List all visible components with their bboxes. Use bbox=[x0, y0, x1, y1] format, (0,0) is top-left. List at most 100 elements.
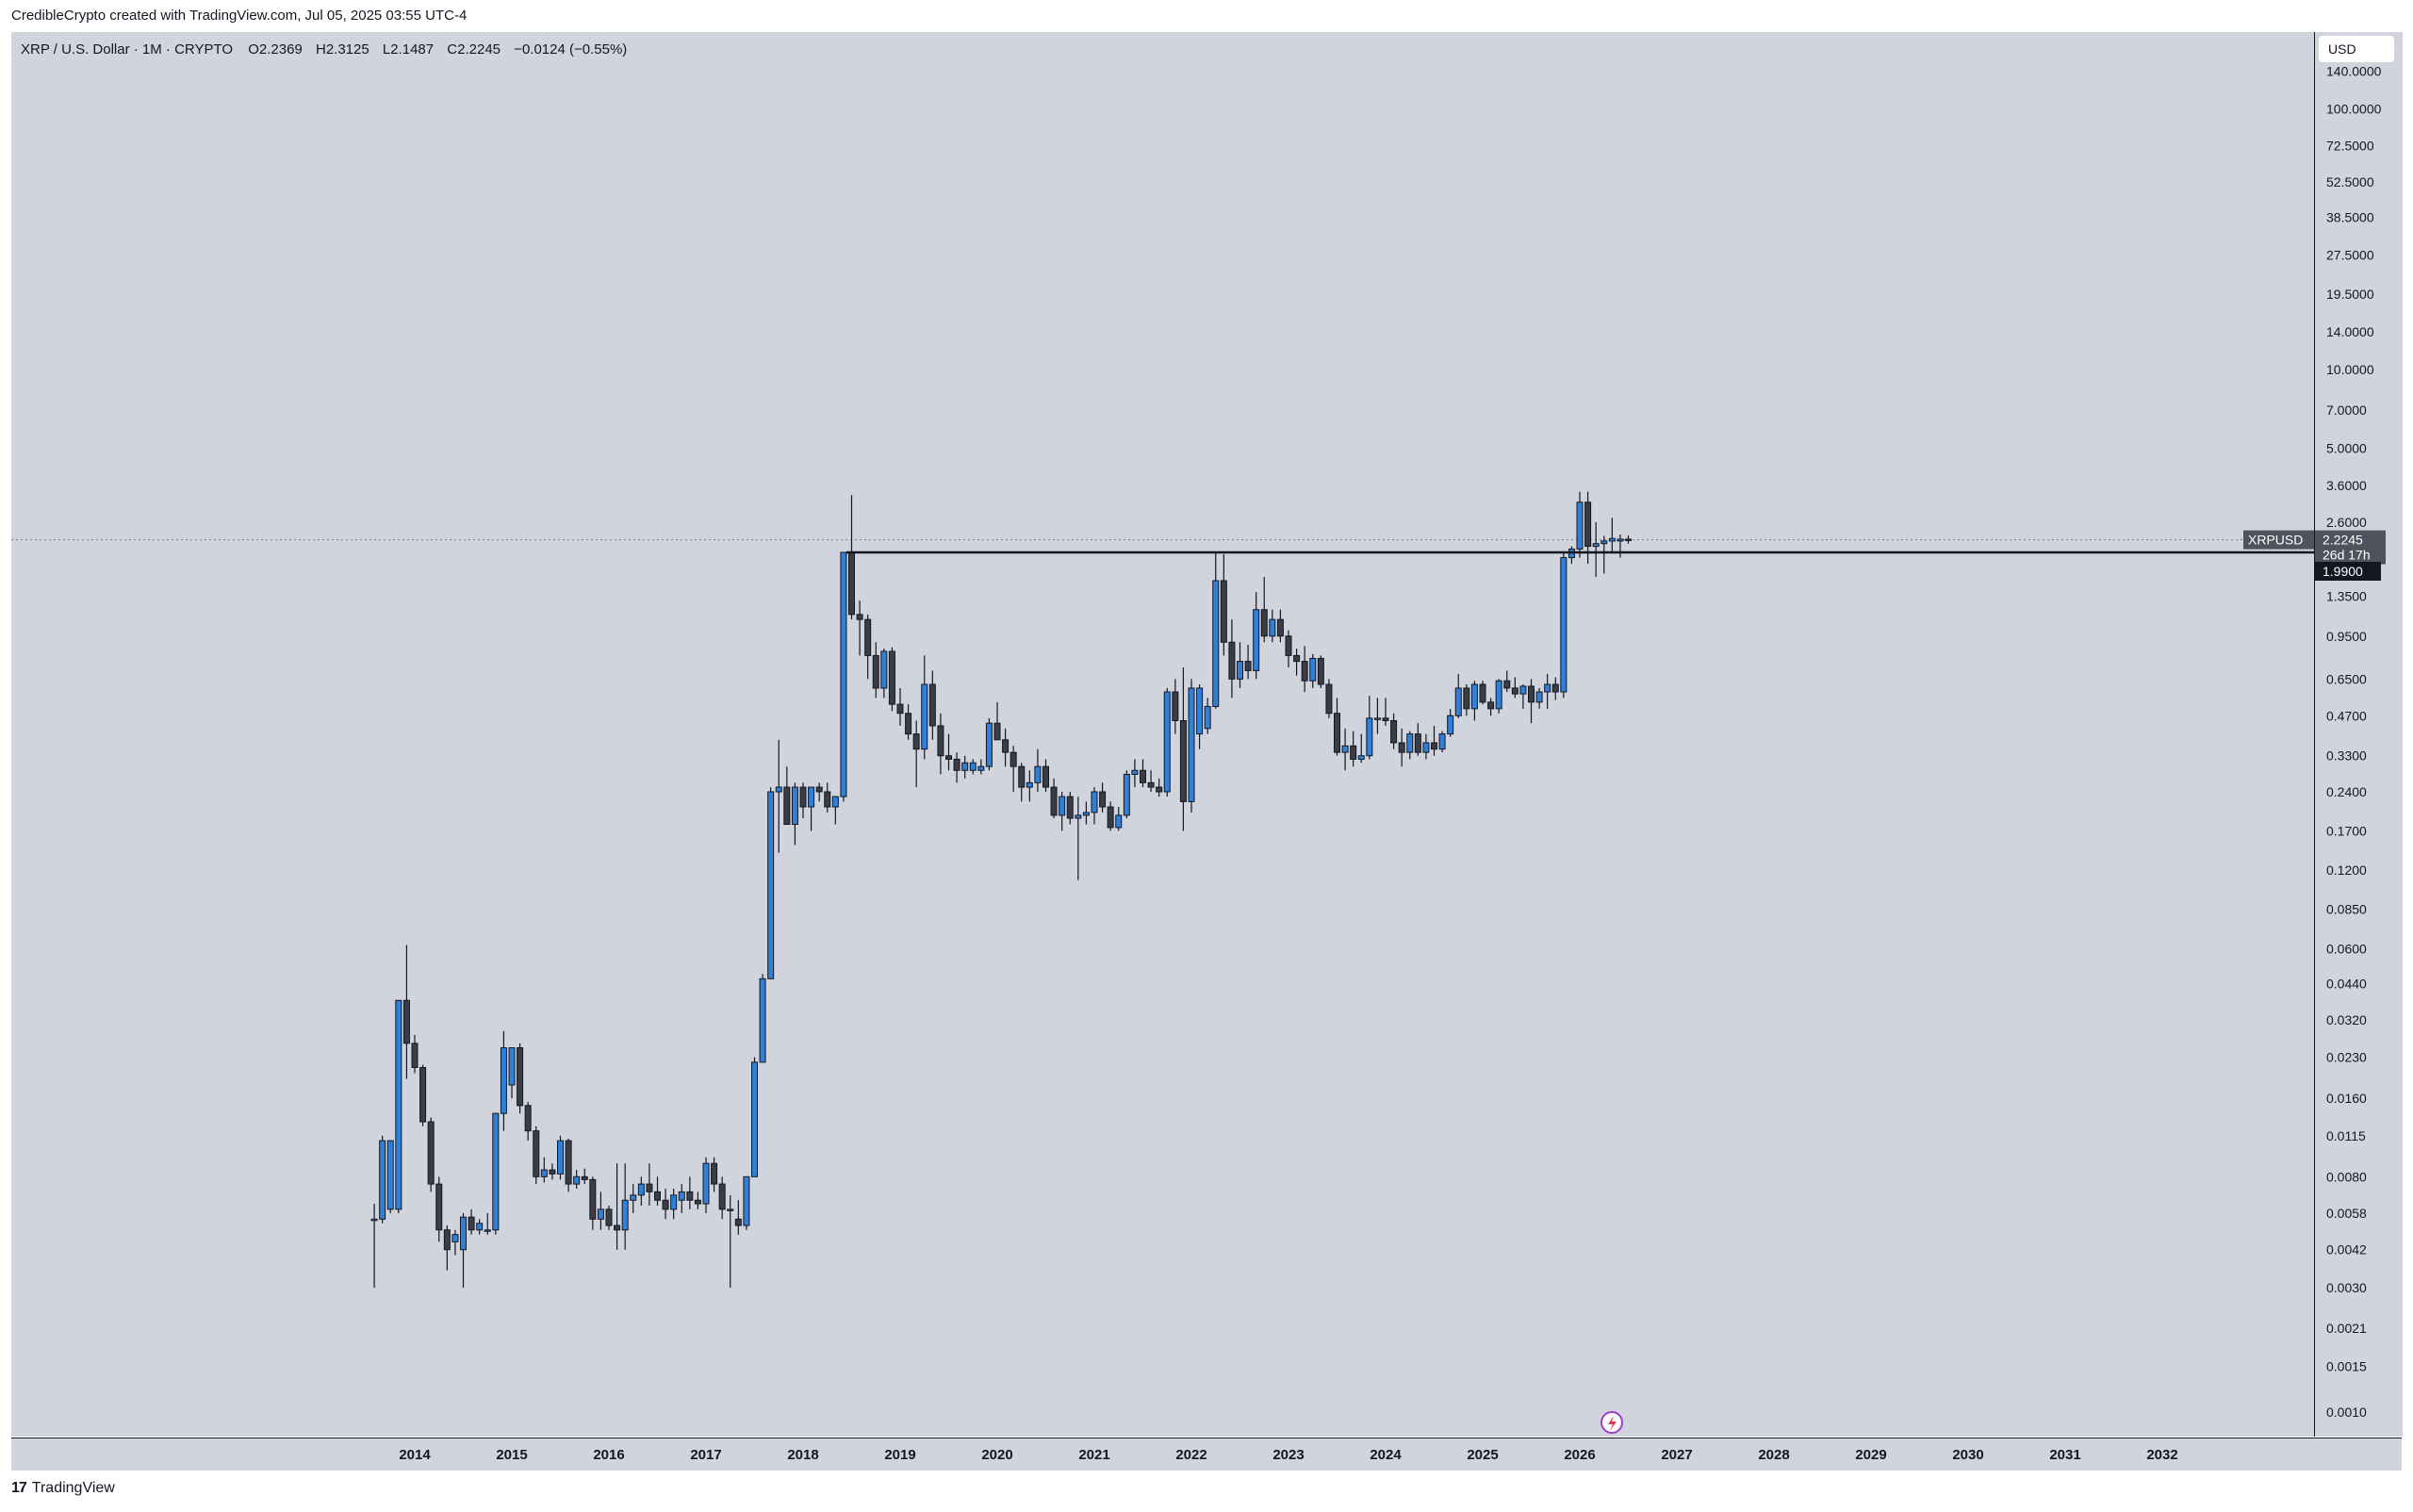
candle bbox=[492, 1112, 500, 1235]
candle bbox=[1034, 748, 1042, 792]
candle bbox=[460, 1212, 467, 1289]
price-scale[interactable]: 140.0000 100.0000 72.5000 52.5000 38.5000 27.… bbox=[2314, 32, 2403, 1437]
candle-body bbox=[1018, 765, 1026, 788]
candle bbox=[824, 782, 831, 813]
candle-body bbox=[1172, 691, 1179, 721]
high-label: H bbox=[315, 41, 326, 58]
candle bbox=[1276, 609, 1284, 643]
candle-body bbox=[1334, 713, 1340, 753]
price-tick-label: 2.6000 bbox=[2326, 515, 2367, 530]
candle-body bbox=[386, 1140, 394, 1210]
candle-body bbox=[1617, 538, 1624, 542]
candle bbox=[1253, 592, 1260, 680]
candle bbox=[1018, 763, 1026, 802]
candle-body bbox=[799, 786, 807, 808]
candle-body bbox=[856, 614, 863, 620]
high-value: 2.3125 bbox=[325, 41, 369, 58]
candle bbox=[1285, 630, 1292, 668]
price-tick-label: 140.0000 bbox=[2326, 63, 2382, 78]
candlestick-chart: XRPUSD bbox=[11, 491, 2314, 1434]
candle-body bbox=[1026, 781, 1033, 788]
candle-body bbox=[476, 1223, 484, 1231]
candle bbox=[678, 1184, 685, 1213]
candle bbox=[1600, 535, 1608, 574]
price-tick-label: 0.0058 bbox=[2326, 1206, 2367, 1221]
candle-body bbox=[395, 999, 402, 1210]
tradingview-footer[interactable]: 17 TradingView bbox=[11, 1480, 115, 1497]
lightning-icon[interactable] bbox=[1600, 1411, 1623, 1434]
candle-body bbox=[905, 713, 912, 735]
candle-body bbox=[1204, 705, 1211, 730]
candle-body bbox=[872, 654, 879, 689]
candle bbox=[799, 782, 807, 819]
candle-body bbox=[775, 786, 782, 793]
candle bbox=[961, 755, 969, 779]
candle-body bbox=[1066, 796, 1074, 819]
candle-body bbox=[888, 650, 895, 705]
price-tick-label: 5.0000 bbox=[2326, 440, 2367, 455]
price-tick-label: 0.0021 bbox=[2326, 1321, 2367, 1336]
candle-body bbox=[1357, 755, 1365, 760]
chart-pane[interactable]: XRPUSD bbox=[11, 32, 2314, 1437]
candle-body bbox=[1544, 683, 1551, 693]
candle bbox=[370, 1204, 378, 1289]
candle bbox=[1422, 733, 1430, 760]
candle bbox=[549, 1163, 556, 1180]
last-price-value: 2.2245 bbox=[2323, 533, 2363, 548]
candle bbox=[379, 1135, 386, 1224]
price-tick-label: 7.0000 bbox=[2326, 403, 2367, 418]
candle-body bbox=[1511, 687, 1518, 695]
candle-body bbox=[912, 733, 920, 750]
time-tick-label: 2020 bbox=[981, 1447, 1012, 1463]
price-tick-label: 0.2400 bbox=[2326, 784, 2367, 799]
candle bbox=[1382, 698, 1389, 726]
candle-body bbox=[678, 1191, 685, 1201]
symbol-title[interactable]: XRP / U.S. Dollar · 1M · CRYPTO bbox=[21, 41, 234, 58]
candle-body bbox=[557, 1140, 564, 1175]
candle bbox=[1341, 728, 1349, 771]
price-tick-label: 0.0042 bbox=[2326, 1242, 2367, 1257]
candle-body bbox=[1196, 687, 1204, 735]
time-scale[interactable]: 2014 2015 2016 2017 2018 2019 2020 2021 2022 2023… bbox=[11, 1438, 2402, 1471]
candle bbox=[848, 495, 855, 620]
candle bbox=[1503, 670, 1511, 693]
candle-body bbox=[1584, 501, 1592, 548]
currency-button[interactable]: USD bbox=[2319, 36, 2394, 62]
candle-body bbox=[1059, 796, 1066, 816]
candle-body bbox=[1519, 685, 1527, 695]
candle-body bbox=[460, 1216, 467, 1251]
candle-body bbox=[1237, 661, 1243, 680]
time-tick-label: 2029 bbox=[1855, 1447, 1886, 1463]
line-price-value: 1.9900 bbox=[2323, 564, 2363, 579]
candle bbox=[1269, 609, 1276, 643]
candle-body bbox=[824, 791, 831, 808]
candle-body bbox=[500, 1047, 507, 1114]
candle bbox=[791, 782, 798, 846]
candle-body bbox=[435, 1183, 443, 1231]
candle-body bbox=[621, 1199, 629, 1231]
candle-body bbox=[646, 1183, 653, 1192]
candle-body bbox=[1438, 733, 1446, 750]
candle-body bbox=[711, 1162, 718, 1185]
candle bbox=[1156, 778, 1163, 797]
candle bbox=[1301, 646, 1308, 693]
candle bbox=[476, 1219, 484, 1235]
price-tick-label: 0.0080 bbox=[2326, 1169, 2367, 1184]
candle-body bbox=[848, 551, 855, 616]
price-tick-label: 0.0015 bbox=[2326, 1358, 2367, 1373]
tradingview-logo-icon: 17 bbox=[11, 1480, 27, 1496]
candle-body bbox=[1220, 580, 1227, 643]
time-tick-label: 2030 bbox=[1952, 1447, 1983, 1463]
candle-body bbox=[370, 1218, 378, 1222]
candle bbox=[1131, 759, 1139, 788]
time-tick-label: 2019 bbox=[884, 1447, 915, 1463]
candle-body bbox=[492, 1112, 500, 1231]
candle bbox=[759, 974, 766, 1063]
candle bbox=[1115, 806, 1123, 831]
price-tick-label: 0.0600 bbox=[2326, 941, 2367, 956]
candle bbox=[435, 1176, 443, 1242]
candle bbox=[1366, 696, 1373, 760]
change-value: −0.0124 (−0.55%) bbox=[514, 41, 628, 58]
candle bbox=[573, 1170, 581, 1189]
candle bbox=[1535, 687, 1543, 709]
